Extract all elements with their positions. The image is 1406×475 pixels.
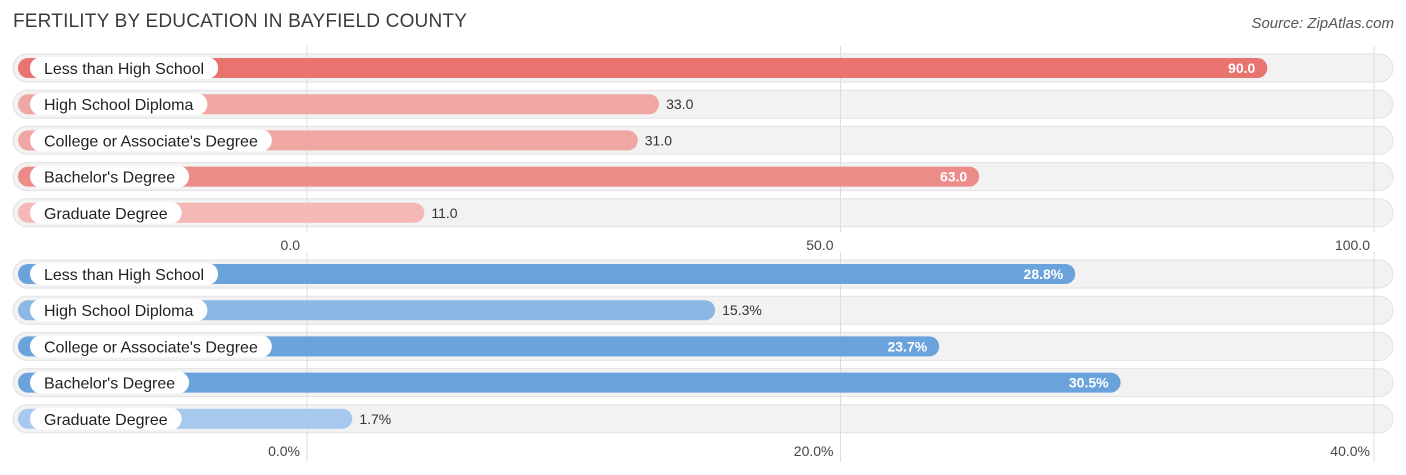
value-label: 30.5% (1069, 375, 1109, 391)
category-label-pill (30, 299, 208, 322)
tick-label: 100.0 (1335, 237, 1370, 253)
category-label-pill (30, 407, 182, 430)
category-label-pill (30, 335, 272, 358)
category-label-pill (30, 57, 219, 79)
value-label: 63.0 (940, 169, 967, 185)
tick-label: 50.0 (806, 237, 833, 253)
category-label: Less than High School (44, 267, 204, 284)
category-label: College or Associate's Degree (44, 339, 258, 356)
category-label-pill (30, 263, 219, 285)
value-label: 90.0 (1228, 60, 1255, 76)
category-label: Bachelor's Degree (44, 170, 175, 187)
category-label-pill (30, 371, 190, 394)
value-label: 33.0 (666, 96, 693, 112)
category-label: Graduate Degree (44, 412, 168, 429)
tick-label: 0.0% (268, 443, 300, 459)
tick-label: 40.0% (1330, 443, 1370, 459)
category-label: High School Diploma (44, 97, 194, 114)
value-label: 15.3% (722, 302, 762, 318)
category-label: Bachelor's Degree (44, 376, 175, 393)
category-label: Graduate Degree (44, 206, 168, 223)
value-label: 1.7% (359, 411, 391, 427)
category-label: High School Diploma (44, 303, 194, 320)
category-label-pill (30, 93, 208, 116)
category-label-pill (30, 165, 190, 188)
category-label-pill (30, 201, 182, 224)
chart-title: FERTILITY BY EDUCATION IN BAYFIELD COUNT… (13, 11, 468, 32)
bar (18, 264, 1076, 284)
value-label: 31.0 (645, 132, 672, 148)
value-label: 23.7% (887, 338, 927, 354)
tick-label: 20.0% (794, 443, 834, 459)
category-label-pill (30, 129, 272, 152)
bar (18, 166, 980, 187)
value-label: 28.8% (1024, 266, 1064, 282)
category-label: College or Associate's Degree (44, 133, 258, 150)
bar (18, 58, 1268, 78)
bar (18, 372, 1121, 393)
source-note: Source: ZipAtlas.com (1251, 15, 1394, 32)
category-label: Less than High School (44, 61, 204, 78)
value-label: 11.0 (431, 205, 457, 221)
tick-label: 0.0 (281, 237, 301, 253)
row-track (12, 404, 1394, 434)
